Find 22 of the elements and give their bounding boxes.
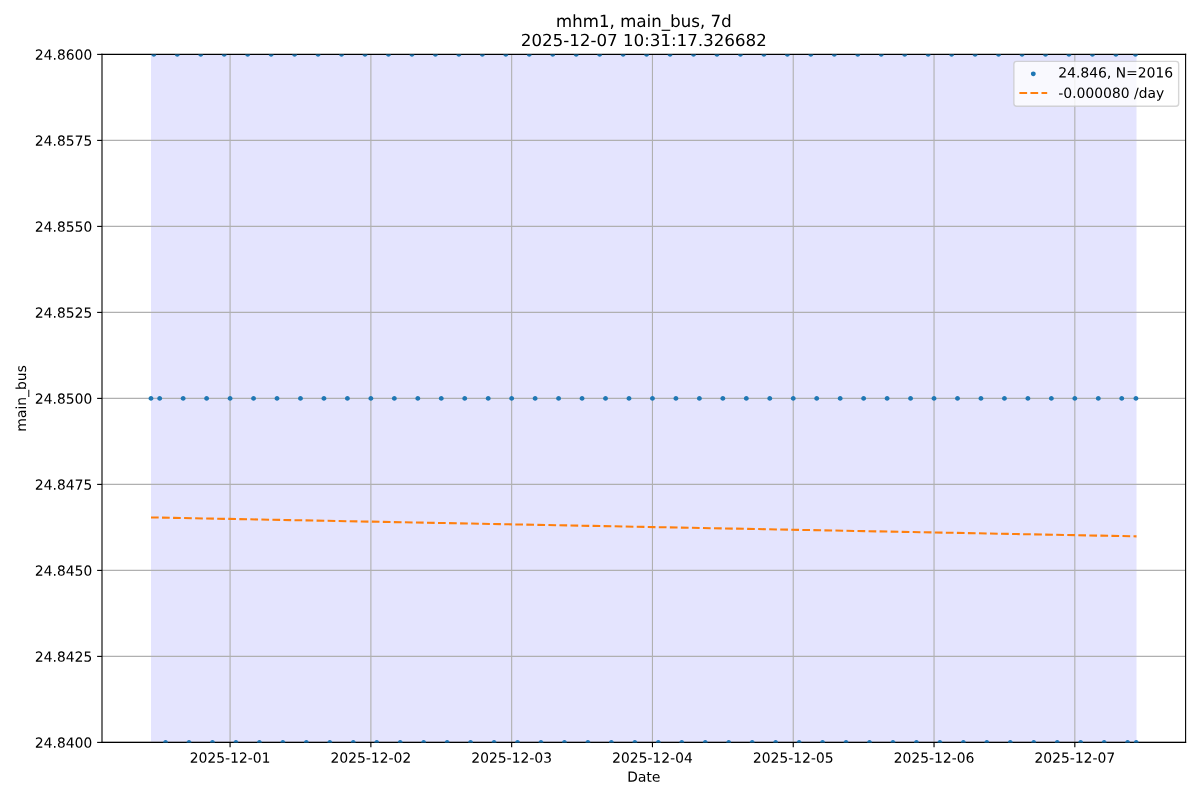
x-tick-label: 2025-12-06 (894, 752, 974, 763)
x-tick-label: 2025-12-04 (613, 752, 693, 763)
x-tick-label: 2025-12-02 (331, 752, 410, 763)
x-tick-label: 2025-12-05 (753, 752, 833, 763)
y-tick-label: 24.8525 (35, 307, 92, 318)
x-tick-label: 2025-12-03 (472, 752, 551, 763)
legend-label: 24.846, N=2016 (1059, 67, 1173, 80)
y-tick-label: 24.8600 (35, 49, 92, 60)
x-axis-title: Date (628, 771, 660, 782)
y-tick-label: 24.8425 (35, 651, 92, 662)
y-tick-label: 24.8475 (35, 479, 92, 490)
legend-label: -0.000080 /day (1058, 87, 1164, 101)
y-tick-label: 24.8575 (35, 135, 92, 146)
y-tick-label: 24.8500 (35, 393, 92, 404)
chart-title: mhm1, main_bus, 7d (557, 14, 731, 31)
x-tick-label: 2025-12-07 (1035, 752, 1114, 763)
x-tick-label: 2025-12-01 (190, 752, 270, 763)
y-tick-label: 24.8450 (35, 565, 92, 576)
chart-subtitle: 2025-12-07 10:31:17.326682 (522, 33, 766, 47)
y-tick-label: 24.8550 (35, 221, 92, 232)
y-axis-title: main_bus (15, 365, 30, 431)
y-tick-label: 24.8400 (35, 737, 92, 748)
